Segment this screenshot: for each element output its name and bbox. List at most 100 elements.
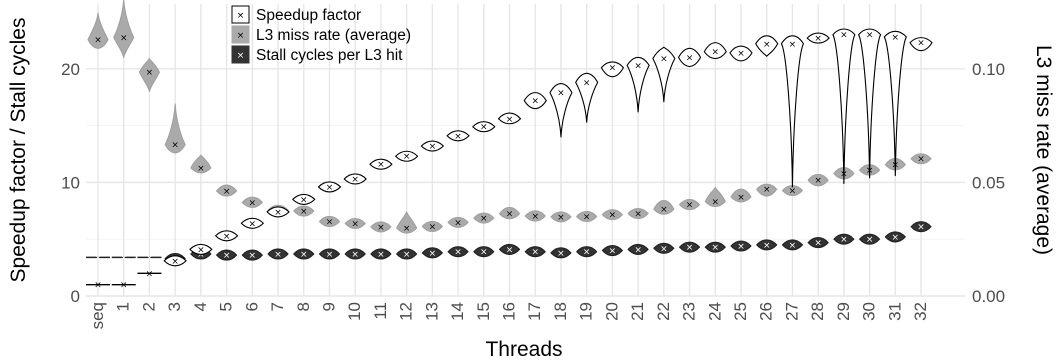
mean-marker-stall-20: × xyxy=(609,247,617,257)
legend-key-speedup xyxy=(231,5,250,24)
violin-stall-9 xyxy=(318,248,341,260)
mean-marker-speedup-5: × xyxy=(223,232,231,242)
x-tick-label-20: 20 xyxy=(602,302,621,321)
violin-speedup-16 xyxy=(497,112,522,125)
mean-marker-l3-miss-15: × xyxy=(480,214,488,224)
violin-speedup-32 xyxy=(909,37,933,52)
mean-marker-l3-miss-4: × xyxy=(197,164,205,174)
mean-marker-stall-13: × xyxy=(429,249,437,259)
mean-marker-speedup-15: × xyxy=(480,123,488,133)
mean-marker-speedup-22: × xyxy=(660,55,668,65)
violin-speedup-14 xyxy=(446,130,470,142)
violin-stall-28 xyxy=(807,237,829,249)
violin-speedup-21 xyxy=(626,56,650,113)
mean-marker-l3-miss-6: × xyxy=(249,198,257,208)
x-tick-label-25: 25 xyxy=(731,302,750,321)
violin-stall-29 xyxy=(833,233,855,245)
mean-marker-speedup-1: × xyxy=(120,281,128,291)
x-tick-label-13: 13 xyxy=(422,302,441,321)
y-tick-left-label-1: 10 xyxy=(61,173,80,192)
x-tick-label-3: 3 xyxy=(165,302,184,311)
violin-l3-miss-15 xyxy=(473,212,495,224)
x-tick-label-5: 5 xyxy=(217,302,236,311)
violin-stall-10 xyxy=(344,248,366,260)
mean-marker-speedup-14: × xyxy=(454,132,462,142)
mean-marker-stall-14: × xyxy=(454,248,462,258)
violin-speedup-22 xyxy=(652,46,676,103)
violin-speedup-5 xyxy=(215,230,239,242)
x-tick-label-32: 32 xyxy=(911,302,930,321)
violin-stall-7 xyxy=(267,248,289,260)
mean-marker-l3-miss-13: × xyxy=(429,222,437,232)
violin-speedup-18 xyxy=(549,82,573,138)
x-tick-label-6: 6 xyxy=(242,302,261,311)
violin-l3-miss-3 xyxy=(164,103,186,154)
mean-marker-l3-miss-23: × xyxy=(686,201,694,211)
mean-marker-stall-18: × xyxy=(557,249,565,259)
violin-l3-miss-9 xyxy=(318,215,341,228)
violin-speedup-6 xyxy=(240,217,264,229)
y-axis-right-title: L3 miss rate (average) xyxy=(1032,45,1055,255)
violin-l3-miss-22 xyxy=(653,200,675,215)
mean-marker-l3-miss-0: × xyxy=(94,36,102,46)
mean-marker-l3-miss-11: × xyxy=(377,223,385,233)
legend-label-speedup: Speedup factor xyxy=(256,7,361,24)
mean-marker-speedup-17: × xyxy=(531,97,539,107)
y-tick-left-label-2: 20 xyxy=(61,60,80,79)
mean-marker-l3-miss-20: × xyxy=(609,211,617,221)
mean-marker-stall-21: × xyxy=(634,245,642,255)
mean-marker-l3-miss-10: × xyxy=(351,220,359,230)
violin-l3-miss-24 xyxy=(704,186,726,208)
violin-speedup-3 xyxy=(163,255,187,267)
mean-marker-l3-miss-17: × xyxy=(531,212,539,222)
mean-marker-stall-32: × xyxy=(917,223,925,233)
violin-l3-miss-14 xyxy=(447,216,469,228)
violin-l3-miss-0 xyxy=(87,12,109,49)
mean-marker-l3-miss-25: × xyxy=(737,193,745,203)
mean-marker-stall-6: × xyxy=(249,251,257,261)
mean-marker-stall-16: × xyxy=(506,245,514,255)
violin-speedup-26 xyxy=(755,35,779,57)
x-tick-label-8: 8 xyxy=(294,302,313,311)
mean-marker-stall-17: × xyxy=(531,248,539,258)
mean-marker-l3-miss-14: × xyxy=(454,218,462,228)
y-tick-right-label-1: 0.05 xyxy=(972,173,1005,192)
mean-marker-stall-25: × xyxy=(737,242,745,252)
x-tick-label-17: 17 xyxy=(525,302,544,321)
mean-marker-l3-miss-1: × xyxy=(120,33,128,43)
x-tick-label-10: 10 xyxy=(345,302,364,321)
violin-speedup-10 xyxy=(343,173,367,185)
x-tick-label-31: 31 xyxy=(885,302,904,321)
violin-stall-27 xyxy=(781,239,803,251)
x-tick-label-19: 19 xyxy=(577,302,596,321)
violin-stall-23 xyxy=(679,241,701,253)
violin-l3-miss-17 xyxy=(524,210,546,222)
x-tick-label-0: seq xyxy=(88,302,107,329)
violin-stall-30 xyxy=(859,233,881,245)
violin-speedup-27 xyxy=(780,35,804,188)
x-tick-label-7: 7 xyxy=(268,302,287,311)
mean-marker-speedup-26: × xyxy=(763,40,771,50)
violin-l3-miss-12 xyxy=(396,211,418,234)
mean-marker-speedup-11: × xyxy=(377,160,385,170)
mean-marker-speedup-19: × xyxy=(583,78,591,88)
mean-marker-speedup-21: × xyxy=(634,61,642,71)
mean-marker-speedup-31: × xyxy=(892,33,900,43)
mean-marker-stall-1: × xyxy=(120,253,128,263)
legend-marker-speedup: × xyxy=(237,11,245,21)
mean-marker-l3-miss-21: × xyxy=(634,210,642,220)
x-tick-label-27: 27 xyxy=(782,302,801,321)
mean-marker-l3-miss-16: × xyxy=(506,210,514,220)
violin-l3-miss-10 xyxy=(344,217,366,230)
violin-stall-20 xyxy=(601,245,623,257)
mean-marker-l3-miss-9: × xyxy=(326,217,334,227)
mean-marker-speedup-12: × xyxy=(403,152,411,162)
violin-l3-miss-28 xyxy=(807,173,829,187)
x-tick-label-22: 22 xyxy=(654,302,673,321)
x-tick-label-26: 26 xyxy=(757,302,776,321)
violin-stall-5 xyxy=(216,249,238,261)
violin-stall-14 xyxy=(447,246,469,258)
violin-speedup-28 xyxy=(806,32,830,44)
violin-speedup-25 xyxy=(729,45,753,62)
x-tick-label-28: 28 xyxy=(808,302,827,321)
